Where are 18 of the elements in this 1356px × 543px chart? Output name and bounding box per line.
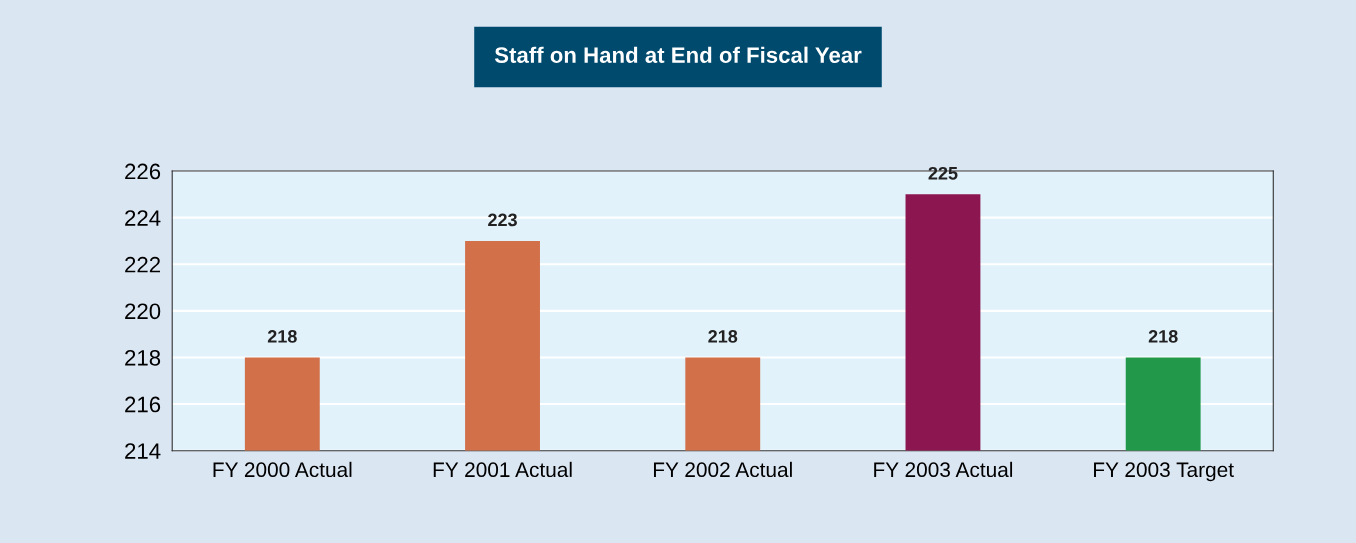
y-tick-label: 218 <box>125 350 161 366</box>
x-tick-label: FY 2002 Actual <box>653 461 792 478</box>
y-tick-label: 216 <box>125 396 161 413</box>
data-label: 218 <box>1148 330 1178 343</box>
data-label: 225 <box>928 166 958 180</box>
data-label: 218 <box>708 330 738 343</box>
y-tick-label: 214 <box>125 443 161 459</box>
y-tick-label: 222 <box>125 256 160 273</box>
y-tick-label: 224 <box>125 210 161 226</box>
x-tick-label: FY 2000 Actual <box>213 461 352 478</box>
data-label: 218 <box>267 330 297 343</box>
chart-title: Staff on Hand at End of Fiscal Year <box>494 46 862 63</box>
y-tick-label: 226 <box>125 163 161 180</box>
data-label: 223 <box>488 213 517 227</box>
y-tick-label: 220 <box>125 303 161 320</box>
x-tick-label: FY 2003 Actual <box>874 461 1013 478</box>
x-tick-label: FY 2001 Actual <box>433 461 572 478</box>
x-tick-label: FY 2003 Target <box>1094 462 1234 482</box>
